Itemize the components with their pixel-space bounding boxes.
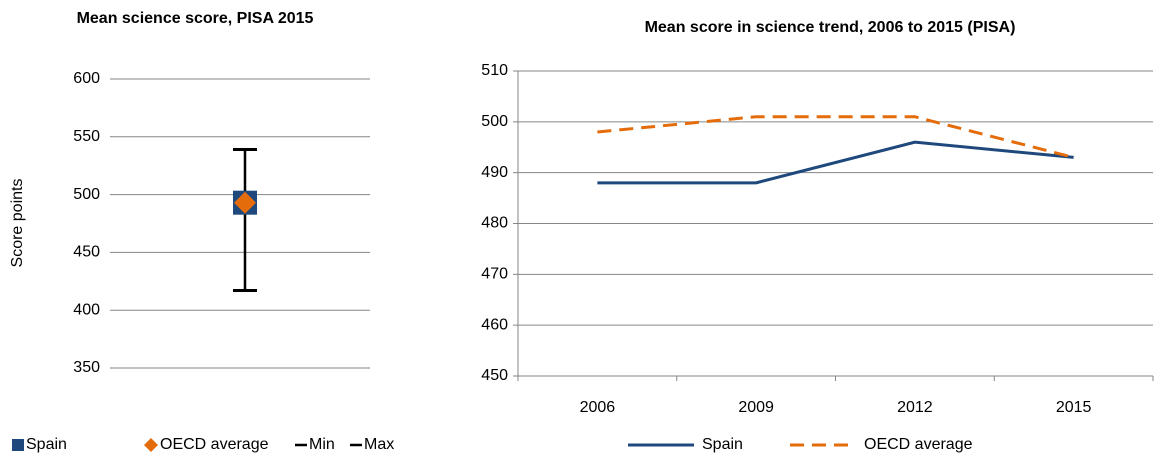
chart-title: Mean science score, PISA 2015 [76,10,314,27]
legend-label: Spain [26,436,67,453]
legend-label: Min [309,436,335,453]
y-tick-label: 550 [73,128,100,145]
y-tick-label: 600 [73,70,100,87]
legend-label: Max [364,436,394,453]
y-tick-label: 450 [73,244,100,261]
y-tick-label: 490 [481,164,508,181]
legend-label: Spain [702,436,743,453]
y-tick-label: 450 [481,367,508,384]
y-tick-label: 400 [73,301,100,318]
x-tick-label: 2009 [738,399,774,416]
x-tick-label: 2015 [1056,399,1092,416]
legend-swatch [12,439,24,451]
chart-title: Mean score in science trend, 2006 to 201… [644,19,1016,36]
y-tick-label: 460 [481,316,508,333]
legend-swatch [144,438,158,452]
y-axis-label: Score points [9,179,26,268]
y-tick-label: 500 [481,113,508,130]
legend-label: OECD average [864,436,973,453]
y-tick-label: 500 [73,186,100,203]
series-line [597,115,1075,159]
y-tick-label: 350 [73,359,100,376]
oecd-marker [234,191,256,214]
legend-label: OECD average [160,436,269,453]
y-tick-label: 470 [481,266,508,283]
y-tick-label: 480 [481,215,508,232]
y-tick-label: 510 [481,62,508,79]
series-line [597,140,1074,185]
x-tick-label: 2006 [580,399,616,416]
x-tick-label: 2012 [897,399,933,416]
